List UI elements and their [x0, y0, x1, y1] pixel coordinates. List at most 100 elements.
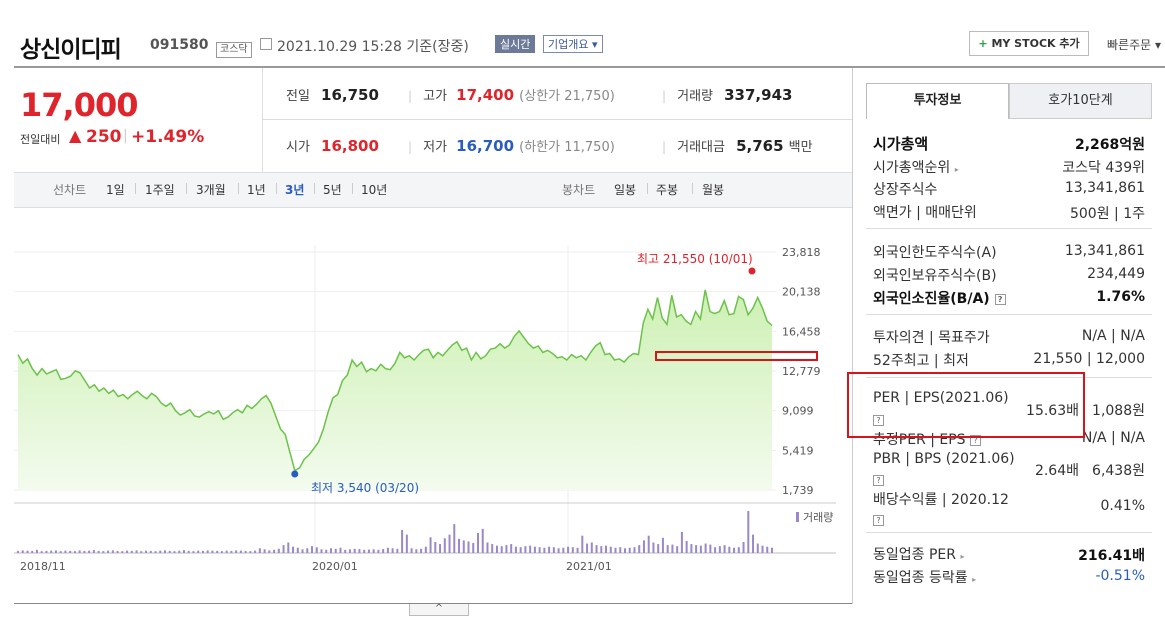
- period-separator: [647, 183, 648, 194]
- amount-unit: 백만: [788, 140, 813, 155]
- panel-section-divider: [866, 377, 1152, 378]
- period-5y[interactable]: 5년: [323, 183, 342, 197]
- volume-bar: [111, 550, 114, 553]
- market-cap-label: 시가총액: [873, 135, 929, 153]
- dividend-help[interactable]: ?: [873, 510, 884, 529]
- per-help[interactable]: ?: [873, 410, 884, 429]
- candle-daily[interactable]: 일봉: [614, 183, 637, 197]
- min-label: 최저 3,540 (03/20): [311, 481, 419, 495]
- shares-label: 상장주식수: [873, 182, 938, 198]
- price-chart[interactable]: 23,81820,13816,45812,7799,0995,4191,739 …: [0, 0, 852, 600]
- volume-bar: [325, 549, 328, 553]
- volume-bar: [230, 550, 233, 553]
- period-3m[interactable]: 3개월: [196, 183, 226, 197]
- volume-bar: [69, 550, 72, 553]
- volume-bar: [97, 550, 100, 553]
- par-value: 500원 | 1주: [1069, 206, 1145, 222]
- volume-bar: [73, 551, 76, 553]
- volume-bar: [273, 549, 276, 553]
- tab-invest-info[interactable]: 투자정보: [866, 83, 1009, 119]
- candle-monthly[interactable]: 월봉: [702, 183, 725, 197]
- volume-bar: [182, 550, 185, 553]
- period-1w[interactable]: 1주일: [145, 183, 175, 197]
- volume-bar: [211, 550, 214, 553]
- help-icon[interactable]: ?: [970, 434, 982, 446]
- quote-low: | 저가 16,700 (하한가 11,750): [408, 136, 615, 155]
- period-1y[interactable]: 1년: [247, 183, 266, 197]
- y-tick-label: 12,779: [782, 365, 821, 378]
- volume-label: 거래량: [677, 89, 714, 104]
- volume-bar: [709, 544, 712, 553]
- sector-rate-link[interactable]: 동일업종 등락률 ▸: [873, 567, 976, 587]
- help-icon[interactable]: ?: [873, 515, 884, 526]
- foreign-limit-value: 13,341,861: [1064, 243, 1145, 259]
- quick-order-dropdown[interactable]: 빠른주문 ▾: [1107, 38, 1161, 52]
- period-1d[interactable]: 1일: [106, 183, 125, 197]
- volume-bar: [514, 546, 517, 553]
- help-icon[interactable]: ?: [994, 293, 1006, 305]
- plus-icon: +: [978, 37, 988, 50]
- chart-highlight-box: [655, 351, 818, 361]
- volume-bar: [292, 546, 295, 553]
- volume-bar: [287, 542, 290, 553]
- volume-bar: [429, 537, 432, 553]
- sector-per-link[interactable]: 동일업종 PER ▸: [873, 544, 964, 564]
- add-my-stock-button[interactable]: + MY STOCK 추가: [969, 31, 1089, 56]
- foreign-ratio-row: 외국인소진율(B/A) ?: [873, 288, 1006, 308]
- y-tick-label: 5,419: [782, 444, 814, 457]
- volume-bar: [102, 551, 105, 553]
- volume-bar: [154, 551, 157, 553]
- tab-order-book[interactable]: 호가10단계: [1009, 83, 1152, 119]
- y-tick-label: 1,739: [782, 484, 814, 497]
- volume-bar: [386, 547, 389, 553]
- pbr-help[interactable]: ?: [873, 470, 884, 489]
- lower-limit: (하한가 11,750): [519, 140, 615, 155]
- panel-section-divider: [866, 228, 1152, 229]
- calendar-icon: [260, 38, 272, 50]
- volume-bar: [614, 547, 617, 553]
- period-3y[interactable]: 3년: [285, 183, 305, 197]
- candle-weekly[interactable]: 주봉: [656, 183, 679, 197]
- volume-bar: [130, 550, 133, 553]
- sector-rate-value: -0.51%: [1095, 568, 1145, 584]
- volume-bar: [159, 550, 162, 553]
- volume-bar: [424, 546, 427, 553]
- volume-bar: [50, 550, 53, 553]
- separator: |: [408, 89, 413, 103]
- arrow-icon: ▸: [954, 165, 959, 174]
- est-per-value: N/A | N/A: [1081, 430, 1145, 446]
- company-info-dropdown[interactable]: 기업개요 ▾: [543, 35, 603, 53]
- help-icon[interactable]: ?: [873, 475, 884, 486]
- x-tick-label: 2021/01: [566, 560, 612, 573]
- candle-chart-label: 봉차트: [562, 183, 596, 197]
- foreign-ratio-value: 1.76%: [1096, 289, 1145, 305]
- volume-bar: [178, 550, 181, 553]
- price-divider: [262, 68, 263, 172]
- period-separator: [352, 183, 353, 194]
- realtime-button[interactable]: 실시간: [495, 35, 536, 53]
- volume-bar: [164, 550, 167, 553]
- volume-bar: [533, 546, 536, 553]
- volume-bar: [628, 547, 631, 553]
- period-10y[interactable]: 10년: [361, 183, 388, 197]
- volume-bar: [495, 545, 498, 553]
- volume-bar: [680, 532, 683, 553]
- volume-bar: [140, 551, 143, 553]
- period-toolbar: [14, 172, 852, 208]
- cap-rank-link[interactable]: 시가총액순위 ▸: [873, 157, 959, 177]
- quote-amount: | 거래대금 5,765 백만: [662, 136, 813, 155]
- volume-bar: [581, 535, 584, 553]
- volume-bar: [605, 545, 608, 553]
- separator: |: [662, 140, 667, 154]
- volume-bar: [586, 543, 589, 553]
- volume-bar: [296, 547, 299, 553]
- help-icon[interactable]: ?: [873, 415, 884, 426]
- price-change-rate: +1.49%: [131, 127, 205, 147]
- panel-section-divider: [866, 532, 1152, 533]
- arrow-icon: ▸: [972, 575, 977, 584]
- cap-rank-value: 코스닥 439위: [1062, 160, 1145, 176]
- volume-bar: [377, 549, 380, 553]
- par-label: 액면가 | 매매단위: [873, 205, 977, 221]
- volume-bar: [462, 540, 465, 553]
- expand-toggle[interactable]: ^: [409, 604, 469, 616]
